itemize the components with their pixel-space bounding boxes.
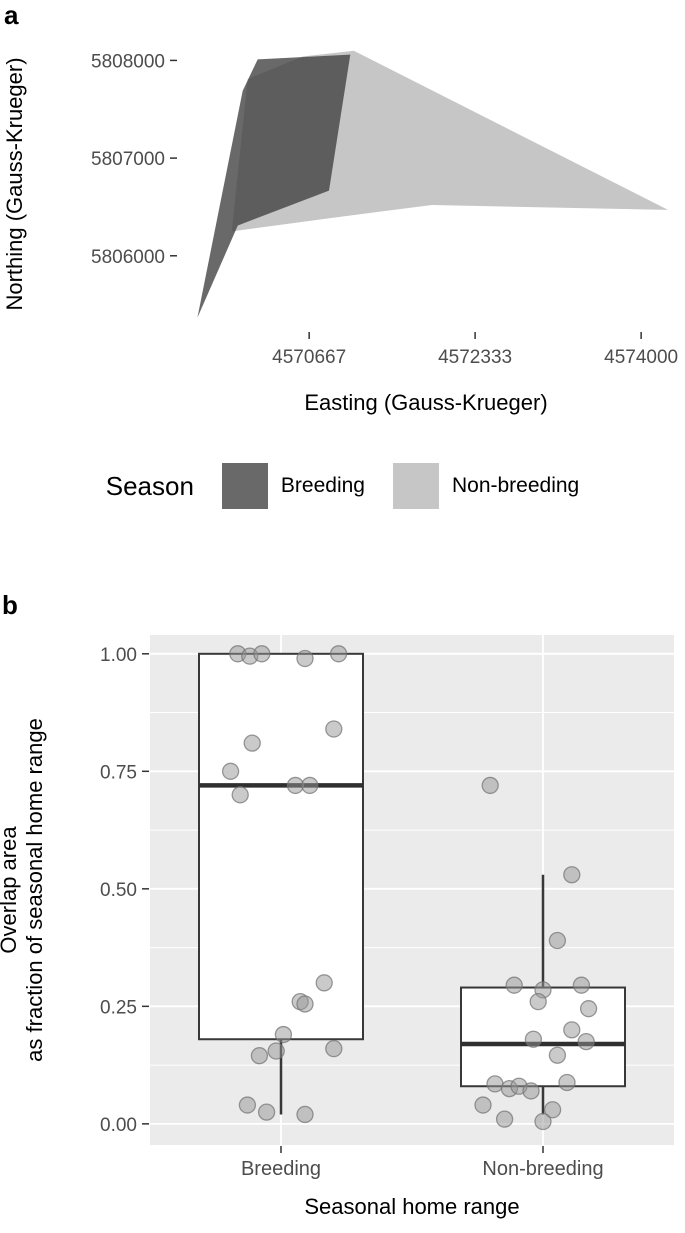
jitter-point-non-breeding bbox=[548, 931, 567, 950]
a-y-axis-title: Northing (Gauss-Krueger) bbox=[2, 57, 27, 310]
boxplot-layer bbox=[198, 652, 626, 1115]
jitter-point-breeding bbox=[315, 974, 333, 992]
jitter-point-breeding bbox=[231, 786, 249, 804]
jitter-point-breeding bbox=[325, 720, 343, 738]
x-tick-label: 4574000 bbox=[604, 347, 678, 368]
jitter-point-non-breeding bbox=[563, 1021, 581, 1039]
jitter-point-non-breeding bbox=[563, 866, 581, 884]
y-tick-label: 0.50 bbox=[100, 880, 137, 901]
jitter-point-breeding bbox=[257, 1103, 276, 1121]
b-y-axis-title-line1: Overlap area bbox=[0, 826, 21, 954]
legend-title: Season bbox=[105, 470, 194, 501]
y-tick-label: 1.00 bbox=[100, 645, 137, 666]
jitter-point-non-breeding bbox=[474, 1096, 492, 1114]
season-legend: Season Breeding Non-breeding bbox=[0, 455, 685, 517]
y-tick-label: 5806000 bbox=[91, 247, 165, 268]
legend-label-breeding: Breeding bbox=[280, 474, 365, 497]
category-label-non-breeding: Non-breeding bbox=[482, 1158, 603, 1180]
jitter-point-breeding bbox=[253, 645, 271, 663]
jitter-point-breeding bbox=[238, 1096, 257, 1114]
y-tick-label: 5808000 bbox=[91, 51, 165, 72]
jitter-point-non-breeding bbox=[529, 992, 547, 1011]
jitter-point-breeding bbox=[243, 734, 261, 752]
box-breeding bbox=[198, 652, 364, 1041]
b-y-axis-title-line2: as fraction of seasonal home range bbox=[22, 718, 47, 1062]
jitter-point-breeding bbox=[286, 776, 305, 795]
jitter-point-non-breeding bbox=[543, 1101, 562, 1119]
panel-a-label: a bbox=[4, 0, 19, 30]
jitter-point-breeding bbox=[329, 645, 348, 663]
jitter-point-layer bbox=[221, 645, 598, 1131]
home-range-map-chart: 4570667 4572333 4574000 5806000 5807000 58080… bbox=[2, 50, 678, 415]
jitter-point-non-breeding bbox=[481, 776, 499, 795]
map-axes: 4570667 4572333 4574000 5806000 5807000 58080… bbox=[91, 51, 678, 368]
jitter-point-non-breeding bbox=[524, 1030, 543, 1048]
jitter-point-breeding bbox=[296, 1105, 314, 1124]
x-tick-label: 4572333 bbox=[438, 347, 512, 368]
jitter-point-breeding bbox=[267, 1042, 285, 1060]
b-x-axis-title: Seasonal home range bbox=[304, 1194, 519, 1219]
legend-swatch-non-breeding bbox=[392, 463, 439, 509]
legend-entry-breeding: Breeding bbox=[221, 463, 365, 509]
boxplot-axes: 0.00 0.25 0.50 0.75 1.00 Breeding Non-breeding bbox=[100, 645, 604, 1180]
legend-entry-non-breeding: Non-breeding bbox=[392, 463, 580, 509]
legend-swatch-breeding bbox=[221, 463, 268, 509]
a-x-axis-title: Easting (Gauss-Krueger) bbox=[304, 390, 547, 415]
jitter-point-non-breeding bbox=[548, 1046, 567, 1064]
home-range-polygon-breeding bbox=[197, 54, 351, 318]
jitter-point-non-breeding bbox=[579, 1000, 598, 1018]
jitter-point-non-breeding bbox=[522, 1082, 540, 1100]
jitter-point-breeding bbox=[301, 776, 319, 795]
overlap-boxplot-chart: 0.00 0.25 0.50 0.75 1.00 Breeding Non-breeding… bbox=[0, 635, 674, 1219]
jitter-point-breeding bbox=[296, 649, 314, 668]
jitter-point-breeding bbox=[325, 1039, 343, 1058]
y-tick-label: 5807000 bbox=[91, 149, 165, 170]
jitter-point-non-breeding bbox=[495, 1110, 514, 1128]
y-tick-label: 0.00 bbox=[100, 1115, 137, 1136]
y-tick-label: 0.75 bbox=[100, 762, 137, 783]
jitter-point-non-breeding bbox=[558, 1073, 576, 1092]
y-tick-label: 0.25 bbox=[100, 997, 137, 1018]
jitter-point-breeding bbox=[296, 995, 314, 1013]
jitter-point-non-breeding bbox=[572, 976, 591, 994]
category-label-breeding: Breeding bbox=[241, 1158, 321, 1180]
jitter-point-non-breeding bbox=[505, 976, 523, 994]
jitter-point-breeding bbox=[250, 1047, 269, 1065]
panel-b-label: b bbox=[2, 590, 18, 620]
legend-label-non-breeding: Non-breeding bbox=[451, 474, 580, 497]
jitter-point-breeding bbox=[221, 762, 240, 780]
polygon-layer bbox=[197, 50, 669, 318]
jitter-point-breeding bbox=[274, 1025, 293, 1044]
jitter-point-non-breeding bbox=[534, 1112, 552, 1131]
jitter-point-non-breeding bbox=[486, 1075, 504, 1093]
jitter-point-non-breeding bbox=[577, 1032, 595, 1051]
x-tick-label: 4570667 bbox=[272, 347, 346, 368]
